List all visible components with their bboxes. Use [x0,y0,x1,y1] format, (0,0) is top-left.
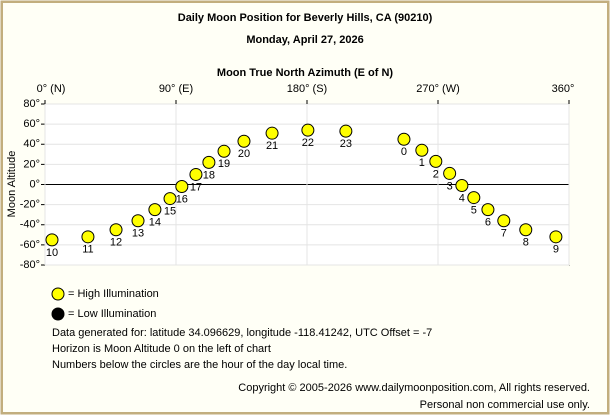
point-label: 8 [523,237,529,249]
note: Numbers below the circles are the hour o… [52,359,347,371]
chart-title: Daily Moon Position for Beverly Hills, C… [178,12,433,24]
footer: Copyright © 2005-2026 www.dailymoonposit… [238,382,590,394]
y-tick-label: -20° [20,199,40,211]
point-label: 10 [46,247,58,259]
moon-point [217,144,231,158]
moon-point [45,233,59,247]
point-label: 5 [471,204,477,216]
point-label: 21 [266,140,278,152]
moon-point [202,155,216,169]
y-axis-title: Moon Altitude [6,151,18,218]
moon-point [339,124,353,138]
y-tick-label: 80° [23,98,40,110]
legend-label: = High Illumination [68,288,159,300]
point-label: 19 [218,158,230,170]
point-label: 11 [82,244,93,256]
point-label: 17 [190,181,202,193]
point-label: 13 [132,228,144,240]
x-tick-label: 90° (E) [159,83,193,95]
y-tick-label: 20° [23,158,40,170]
moon-point [175,180,189,194]
moon-point [237,134,251,148]
point-label: 2 [433,168,439,180]
x-tick-label: 0° (N) [37,83,66,95]
moon-point [497,214,511,228]
point-label: 16 [176,193,188,205]
moon-point [131,214,145,228]
legend-label: = Low Illumination [68,308,156,320]
moon-point [148,203,162,217]
moon-point [455,179,469,193]
moon-point [109,223,123,237]
y-tick-label: 40° [23,138,40,150]
point-label: 6 [485,217,491,229]
point-label: 7 [501,228,507,240]
point-label: 0 [401,146,407,158]
point-label: 4 [459,192,465,204]
y-tick-label: 0° [29,178,40,190]
point-label: 12 [110,237,122,249]
legend-marker [51,307,65,321]
point-label: 14 [149,217,161,229]
note: Horizon is Moon Altitude 0 on the left o… [52,343,271,355]
point-label: 1 [419,157,425,169]
moon-point [443,166,457,180]
moon-point [519,223,533,237]
moon-point [265,126,279,140]
moon-point [397,132,411,146]
y-tick-label: -60° [20,239,40,251]
moon-point [189,167,203,181]
moon-point [429,154,443,168]
point-label: 20 [238,148,250,160]
x-tick-label: 180° (S) [287,83,327,95]
chart-subtitle: Monday, April 27, 2026 [246,34,363,46]
y-tick-label: -80° [20,259,40,271]
x-tick-label: 270° (W) [416,83,460,95]
moon-point [549,230,563,244]
point-label: 9 [553,244,559,256]
moon-point [301,123,315,137]
x-axis-title: Moon True North Azimuth (E of N) [217,67,394,79]
moon-point [481,203,495,217]
moon-point [163,192,177,206]
point-label: 22 [302,137,314,149]
moon-point [467,191,481,205]
legend-marker [51,287,65,301]
point-label: 15 [164,205,176,217]
y-tick-label: 60° [23,118,40,130]
point-label: 3 [447,180,453,192]
moon-point [415,143,429,157]
moon-point [81,230,95,244]
y-tick-label: -40° [20,219,40,231]
point-label: 18 [203,169,215,181]
note: Data generated for: latitude 34.096629, … [52,327,432,339]
x-tick-label: 360° [552,83,575,95]
footer: Personal non commercial use only. [420,399,590,411]
point-label: 23 [340,138,352,150]
